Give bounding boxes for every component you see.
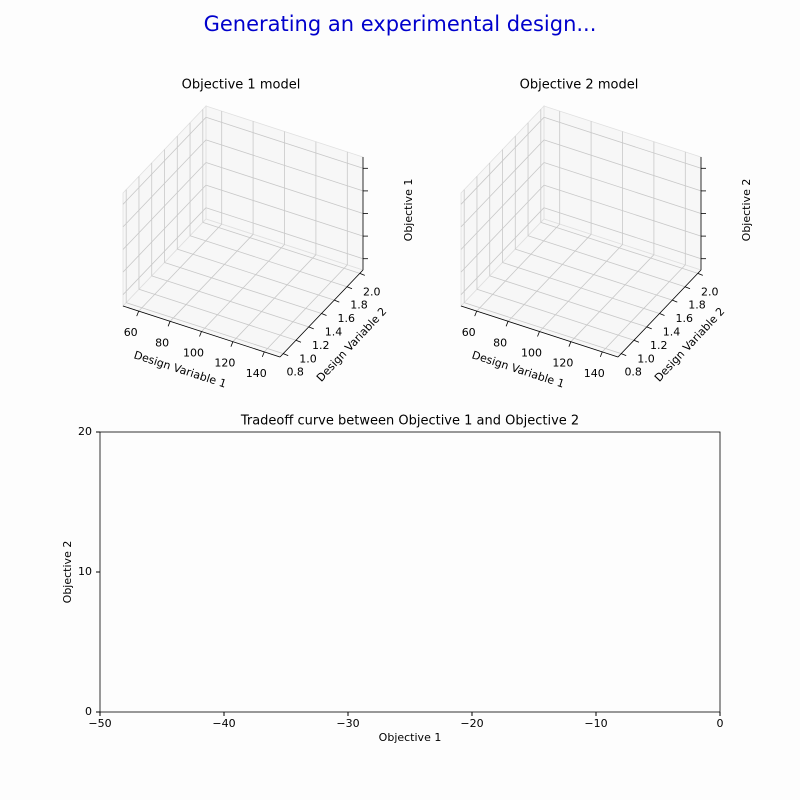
y-tick	[621, 353, 627, 357]
x-tick	[505, 321, 509, 327]
grid-line	[502, 262, 660, 314]
x-tick-label: 140	[584, 367, 605, 380]
x-tick-label: 140	[246, 367, 267, 380]
plot-area	[99, 431, 721, 713]
grid-line	[138, 288, 297, 341]
grid-line	[126, 302, 284, 355]
y-tick-label: 20	[78, 425, 92, 438]
x-tick	[261, 351, 265, 358]
y-tick-label: 0.8	[624, 366, 642, 379]
y-tick-label: 1.4	[325, 326, 343, 339]
x-tick-label: 80	[493, 336, 507, 349]
y-tick	[359, 272, 365, 276]
x-tick-label: −30	[336, 717, 359, 730]
y-tick-label: 1.6	[338, 312, 356, 325]
x-tick	[568, 341, 572, 347]
figure-title: Generating an experimental design...	[204, 12, 597, 36]
grid-line	[527, 235, 686, 288]
y-tick-label: 1.0	[299, 352, 317, 365]
x-tick-label: −20	[460, 717, 483, 730]
y-tick-label: 2.0	[701, 285, 719, 298]
y-tick-label: 10	[78, 565, 92, 578]
grid-line	[151, 275, 309, 328]
y-tick	[283, 353, 289, 357]
x-tick-label: −10	[584, 717, 607, 730]
x-tick	[136, 310, 140, 317]
grid-line	[464, 302, 622, 355]
x-tick	[167, 321, 171, 327]
x-tick-label: 100	[521, 347, 542, 360]
y-tick	[697, 272, 703, 276]
grid-line	[189, 235, 348, 288]
x-tick-label: 60	[462, 326, 476, 339]
grid-line	[164, 262, 322, 314]
y-tick-label: 1.8	[350, 299, 368, 312]
y-tick-label: 2.0	[363, 285, 381, 298]
x-tick	[230, 341, 234, 347]
y-tick	[633, 339, 640, 343]
x-tick	[474, 310, 478, 317]
grid-line	[489, 275, 647, 328]
subplot-title: Objective 1 model	[182, 78, 301, 93]
y-tick	[295, 339, 302, 343]
y-tick	[672, 299, 678, 303]
y-tick-label: 1.8	[688, 299, 706, 312]
y-tick	[321, 313, 327, 316]
y-axis	[617, 269, 702, 358]
y-tick-label: 1.2	[650, 339, 668, 352]
x-tick-label: 120	[214, 357, 235, 370]
grid-line	[515, 248, 673, 301]
y-axis-label: Objective 2	[61, 541, 74, 604]
y-tick	[308, 326, 314, 330]
subplot-title: Tradeoff curve between Objective 1 and O…	[240, 414, 579, 429]
x-tick-label: −40	[212, 717, 235, 730]
grid-line	[202, 221, 360, 274]
x-tick-label: 120	[552, 357, 573, 370]
y-axis	[279, 269, 364, 358]
y-tick	[646, 326, 652, 330]
y-tick	[346, 286, 353, 290]
y-tick-label: 1.6	[676, 312, 694, 325]
y-tick	[659, 313, 665, 316]
y-tick-label: 1.2	[312, 339, 330, 352]
x-tick	[537, 331, 540, 337]
subplot-title: Objective 2 model	[520, 78, 639, 93]
x-tick-label: 60	[124, 326, 138, 339]
x-tick-label: 0	[717, 717, 724, 730]
x-axis	[460, 305, 619, 358]
x-axis-label: Objective 1	[379, 731, 442, 744]
grid-line	[540, 221, 698, 274]
grid-line	[177, 248, 335, 301]
y-tick-label: 1.4	[663, 326, 681, 339]
x-tick	[599, 351, 603, 358]
x-tick-label: 100	[183, 347, 204, 360]
x-tick-label: −50	[88, 717, 111, 730]
x-axis	[122, 305, 281, 358]
y-tick	[684, 286, 691, 290]
x-tick-label: 80	[155, 336, 169, 349]
grid-line	[476, 288, 635, 341]
y-tick-label: 1.0	[637, 352, 655, 365]
x-tick	[199, 331, 202, 337]
y-tick-label: 0.8	[286, 366, 304, 379]
y-tick	[334, 299, 340, 303]
y-tick-label: 0	[85, 705, 92, 718]
z-axis-label: Objective 2	[740, 179, 753, 242]
z-axis-label: Objective 1	[402, 179, 415, 242]
